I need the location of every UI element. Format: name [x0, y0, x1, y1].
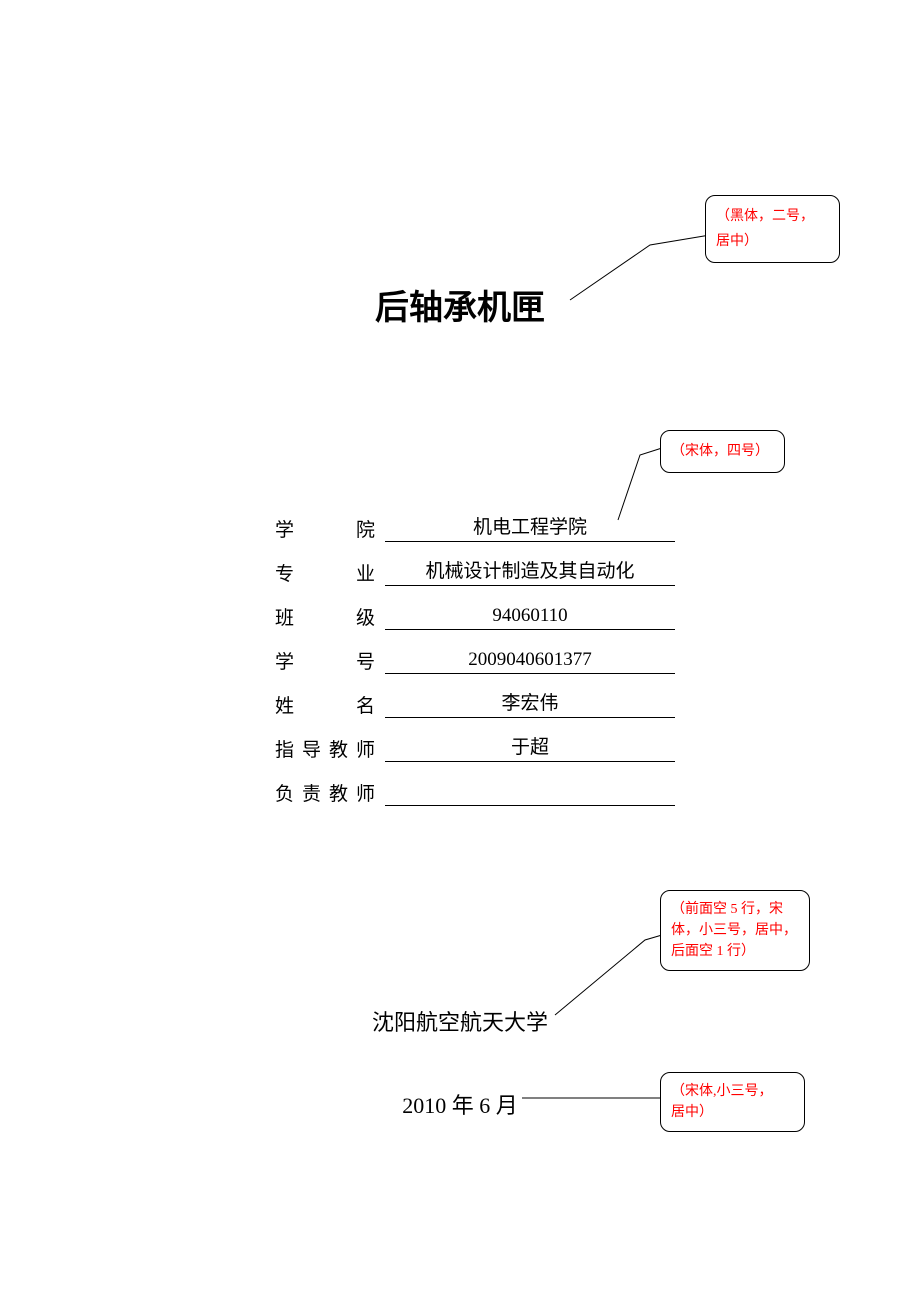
- label-char: 师: [356, 779, 375, 806]
- label-char: 院: [356, 515, 375, 542]
- callout-university-format: （前面空 5 行，宋 体，小三号，居中， 后面空 1 行）: [660, 890, 810, 971]
- field-label: 指 导 教 师: [275, 735, 385, 762]
- field-label: 专 业: [275, 559, 385, 586]
- field-label: 班 级: [275, 603, 385, 630]
- label-char: 姓: [275, 691, 294, 718]
- label-char: 班: [275, 603, 294, 630]
- field-row-major: 专 业 机械设计制造及其自动化: [275, 542, 675, 586]
- label-char: 名: [356, 691, 375, 718]
- callout-text: （前面空 5 行，宋: [671, 899, 799, 920]
- field-value: 机电工程学院: [385, 512, 675, 542]
- university-name: 沈阳航空航天大学: [0, 1005, 920, 1037]
- label-char: 负: [275, 779, 294, 806]
- label-char: 学: [275, 515, 294, 542]
- callout-text: （黑体，二号，: [716, 204, 829, 229]
- field-row-responsible-teacher: 负 责 教 师: [275, 762, 675, 806]
- label-char: 导: [302, 735, 321, 762]
- label-char: 级: [356, 603, 375, 630]
- field-label: 学 号: [275, 647, 385, 674]
- field-value: 李宏伟: [385, 688, 675, 718]
- field-row-advisor: 指 导 教 师 于超: [275, 718, 675, 762]
- field-row-student-id: 学 号 2009040601377: [275, 630, 675, 674]
- callout-text: 体，小三号，居中，: [671, 920, 799, 941]
- callout-text: 居中）: [716, 229, 829, 254]
- field-value: 于超: [385, 732, 675, 762]
- field-label: 负 责 教 师: [275, 779, 385, 806]
- label-char: 教: [329, 735, 348, 762]
- label-char: 责: [302, 779, 321, 806]
- field-row-class: 班 级 94060110: [275, 586, 675, 630]
- document-title: 后轴承机匣: [0, 280, 920, 329]
- callout-text: （宋体，四号）: [671, 444, 769, 459]
- label-char: 专: [275, 559, 294, 586]
- label-char: 教: [329, 779, 348, 806]
- callout-fields-format: （宋体，四号）: [660, 430, 785, 473]
- field-label: 姓 名: [275, 691, 385, 718]
- label-char: 师: [356, 735, 375, 762]
- field-row-name: 姓 名 李宏伟: [275, 674, 675, 718]
- label-char: 业: [356, 559, 375, 586]
- field-value: [385, 782, 675, 806]
- field-value: 机械设计制造及其自动化: [385, 556, 675, 586]
- field-value: 2009040601377: [385, 649, 675, 674]
- label-char: 学: [275, 647, 294, 674]
- callout-title-format: （黑体，二号， 居中）: [705, 195, 840, 263]
- label-char: 号: [356, 647, 375, 674]
- callout-text: 后面空 1 行）: [671, 941, 799, 962]
- info-table: 学 院 机电工程学院 专 业 机械设计制造及其自动化 班 级 94060110 …: [275, 498, 675, 806]
- label-char: 指: [275, 735, 294, 762]
- field-label: 学 院: [275, 515, 385, 542]
- field-row-college: 学 院 机电工程学院: [275, 498, 675, 542]
- document-date: 2010 年 6 月: [0, 1088, 920, 1120]
- field-value: 94060110: [385, 605, 675, 630]
